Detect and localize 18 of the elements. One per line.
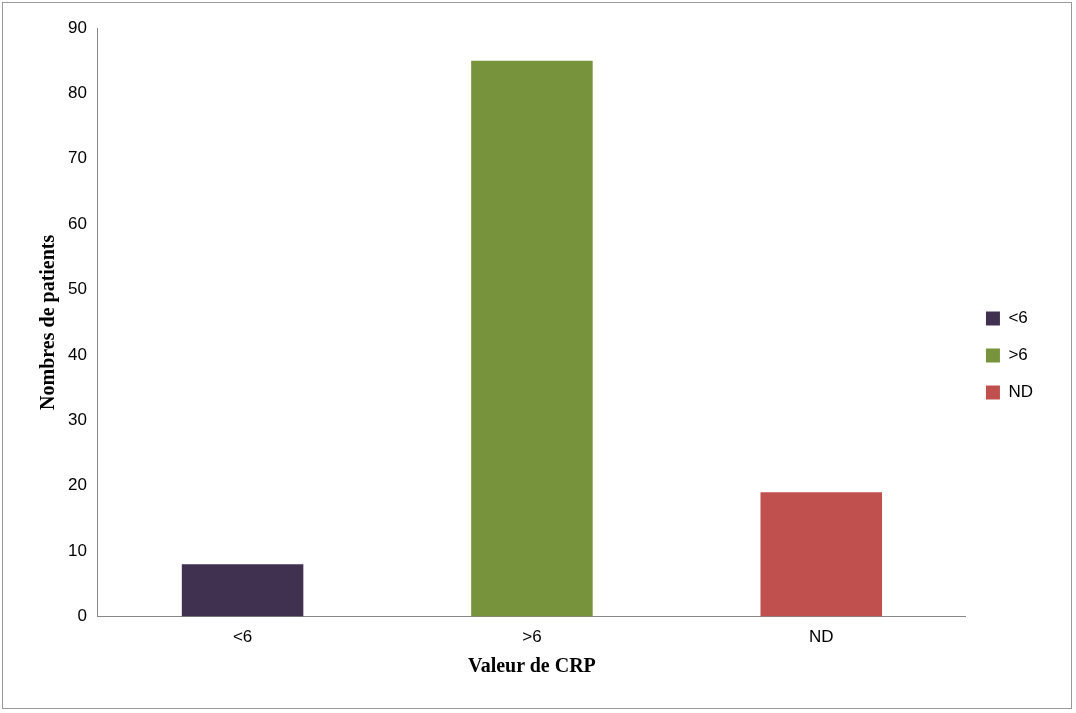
y-tick-label: 60	[67, 213, 87, 233]
y-tick-label: 80	[67, 83, 87, 103]
y-tick-label: 30	[67, 410, 87, 430]
legend-label: <6	[1008, 308, 1028, 328]
x-axis-title: Valeur de CRP	[468, 654, 596, 677]
x-tick-label: <6	[232, 627, 253, 647]
y-tick-label: 0	[77, 606, 87, 626]
legend-label: ND	[1008, 382, 1034, 402]
y-tick-label: 40	[67, 344, 87, 364]
x-tick-label: >6	[522, 627, 542, 647]
y-tick-label: 70	[67, 148, 87, 168]
y-tick-label: 50	[67, 279, 87, 299]
y-tick-label: 10	[67, 540, 87, 560]
y-tick-label: 90	[67, 17, 87, 37]
y-tick-label: 20	[67, 475, 87, 495]
x-tick-label: ND	[808, 627, 834, 647]
y-axis-title: Nombres de patients	[36, 234, 60, 410]
legend-label: >6	[1008, 345, 1028, 365]
